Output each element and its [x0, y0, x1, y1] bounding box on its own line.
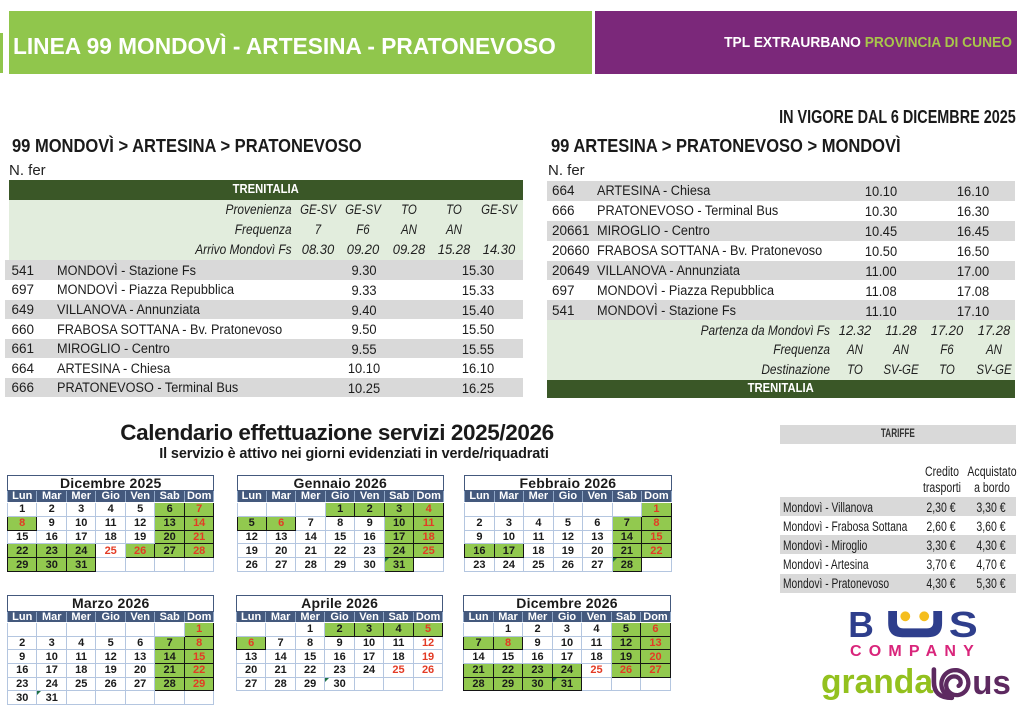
- svg-text:COMPANY: COMPANY: [850, 643, 981, 660]
- svg-text:S: S: [949, 604, 978, 645]
- svg-text:B: B: [848, 604, 874, 645]
- svg-text:us: us: [972, 664, 1011, 702]
- svg-text:granda: granda: [821, 663, 934, 701]
